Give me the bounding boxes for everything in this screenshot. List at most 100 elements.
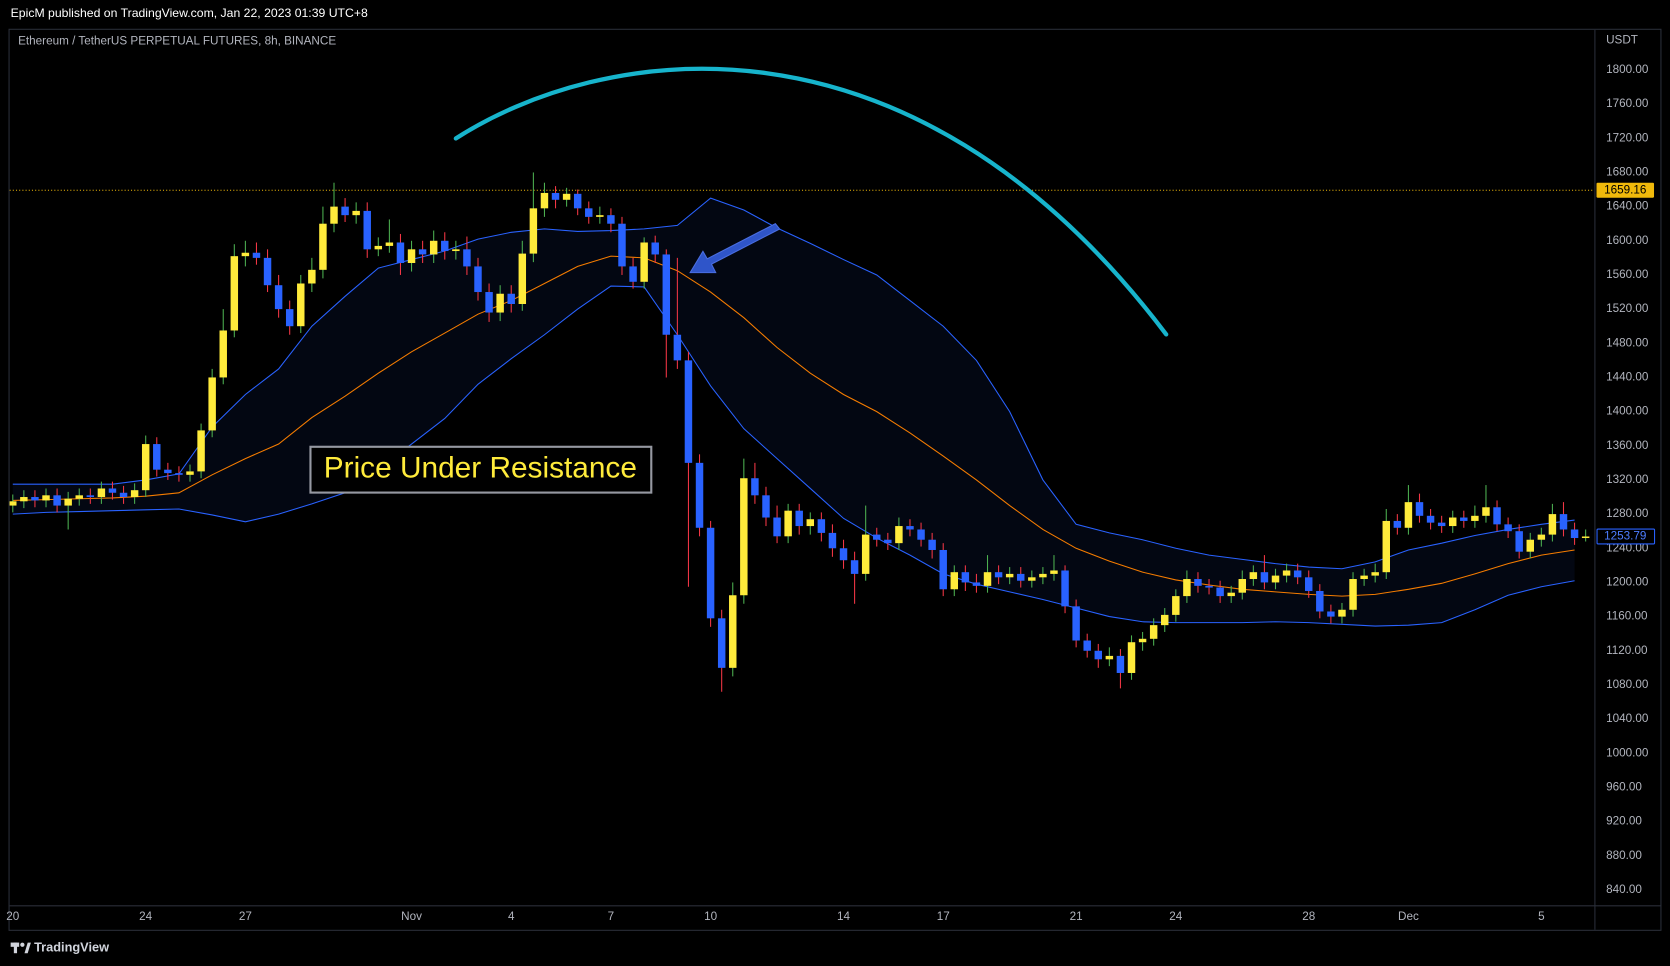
candle-body bbox=[108, 488, 117, 493]
candle-body bbox=[274, 285, 283, 310]
y-tick-label: 1800.00 bbox=[1606, 63, 1649, 76]
candle-body bbox=[208, 377, 216, 431]
candle-body bbox=[1149, 625, 1158, 639]
candle-body bbox=[1127, 642, 1136, 673]
x-tick-label: Nov bbox=[401, 910, 422, 923]
candle-body bbox=[640, 242, 648, 282]
y-tick-label: 960.00 bbox=[1606, 781, 1642, 794]
x-tick-label: 10 bbox=[704, 910, 718, 923]
y-tick-label: 880.00 bbox=[1606, 849, 1642, 862]
candle-body bbox=[1105, 655, 1114, 660]
candle-body bbox=[585, 208, 593, 217]
price-line-tag bbox=[1596, 182, 1655, 198]
axes: 840.00 880.00 920.00 960.00 1000.00 1040.00 10… bbox=[6, 63, 1656, 923]
footer-brand: TradingView bbox=[34, 939, 109, 954]
candle-body bbox=[551, 192, 560, 200]
candle-body bbox=[374, 245, 383, 250]
band-line bbox=[12, 197, 1575, 570]
candle-body bbox=[1338, 609, 1346, 617]
x-tick-label: 4 bbox=[508, 910, 515, 923]
candle-body bbox=[1305, 577, 1313, 591]
candle-body bbox=[330, 206, 338, 224]
logo-part bbox=[13, 942, 18, 954]
x-tick-label: 28 bbox=[1302, 910, 1315, 923]
y-tick-label: 1200.00 bbox=[1606, 576, 1649, 589]
band-fill bbox=[12, 198, 1575, 626]
candle-body bbox=[352, 210, 360, 216]
candle-body bbox=[86, 495, 95, 498]
candle-body bbox=[1404, 502, 1413, 528]
candle-body bbox=[153, 444, 161, 470]
candle-body bbox=[1028, 577, 1036, 581]
candle-body bbox=[230, 256, 239, 331]
y-tick-label: 1320.00 bbox=[1606, 473, 1649, 486]
candle-body bbox=[385, 242, 394, 246]
x-tick-label: 24 bbox=[139, 910, 153, 923]
candle-body bbox=[507, 293, 515, 304]
candle-body bbox=[1161, 614, 1169, 626]
symbol-title: Ethereum / TetherUS PERPETUAL FUTURES, 8… bbox=[18, 35, 336, 48]
annotation-box bbox=[309, 445, 653, 494]
y-tick-label: 1480.00 bbox=[1606, 336, 1649, 349]
candle-body bbox=[1327, 611, 1335, 617]
candle-body bbox=[1482, 507, 1490, 516]
candle-body bbox=[164, 469, 172, 474]
candle-body bbox=[1570, 529, 1579, 539]
candle-body bbox=[20, 497, 28, 502]
last-price-label: 1253.79 bbox=[1604, 530, 1646, 543]
y-tick-label: 1280.00 bbox=[1606, 507, 1649, 520]
candle-body bbox=[241, 252, 250, 257]
candle-body bbox=[1360, 575, 1368, 580]
plot bbox=[9, 172, 1595, 692]
candle-body bbox=[850, 560, 859, 574]
candle-body bbox=[939, 549, 947, 590]
candle-body bbox=[983, 572, 992, 586]
x-tick-label: Dec bbox=[1398, 910, 1419, 923]
y-tick-label: 1360.00 bbox=[1606, 439, 1649, 452]
x-tick-label: 27 bbox=[239, 910, 252, 923]
y-tick-label: 1080.00 bbox=[1606, 678, 1649, 691]
candle-body bbox=[1205, 585, 1213, 588]
y-tick-label: 1160.00 bbox=[1606, 610, 1648, 623]
candle-body bbox=[1382, 520, 1390, 573]
candle-body bbox=[474, 266, 482, 293]
candle-body bbox=[363, 210, 371, 250]
candle-body bbox=[1138, 638, 1147, 643]
candle-body bbox=[994, 572, 1003, 578]
candle-body bbox=[706, 527, 715, 619]
candle-body bbox=[429, 240, 438, 255]
y-tick-label: 1040.00 bbox=[1606, 712, 1649, 725]
candle-body bbox=[751, 478, 759, 496]
candle-body bbox=[1581, 536, 1590, 539]
candle-body bbox=[651, 242, 659, 255]
candle-body bbox=[1371, 572, 1379, 576]
candle-body bbox=[1449, 517, 1457, 527]
candle-body bbox=[319, 223, 327, 270]
candle-body bbox=[496, 293, 504, 313]
last-price-tag bbox=[1596, 528, 1656, 545]
candle-body bbox=[1072, 606, 1080, 641]
candle-body bbox=[64, 498, 72, 506]
candle-body bbox=[175, 473, 183, 475]
band-line bbox=[12, 255, 1575, 597]
candle-body bbox=[1349, 579, 1357, 610]
y-tick-label: 1440.00 bbox=[1606, 371, 1649, 384]
candle-body bbox=[285, 309, 294, 327]
candle-body bbox=[1183, 579, 1191, 597]
candle-body bbox=[130, 490, 139, 498]
candle-body bbox=[1437, 522, 1446, 527]
candle-body bbox=[97, 488, 106, 498]
candle-body bbox=[1493, 507, 1501, 525]
y-tick-label: 1240.00 bbox=[1606, 541, 1649, 554]
candle-body bbox=[75, 495, 83, 499]
candle-body bbox=[562, 193, 571, 200]
logo-part bbox=[20, 942, 25, 947]
candle-body bbox=[297, 283, 305, 327]
logo-part bbox=[24, 942, 31, 954]
candle-body bbox=[762, 495, 770, 518]
candle-body bbox=[1116, 655, 1125, 673]
annotation: Price Under Resistance bbox=[324, 452, 637, 485]
y-tick-label: 1400.00 bbox=[1606, 405, 1649, 418]
y-tick-label: 1600.00 bbox=[1606, 234, 1649, 247]
candle-body bbox=[418, 249, 427, 255]
